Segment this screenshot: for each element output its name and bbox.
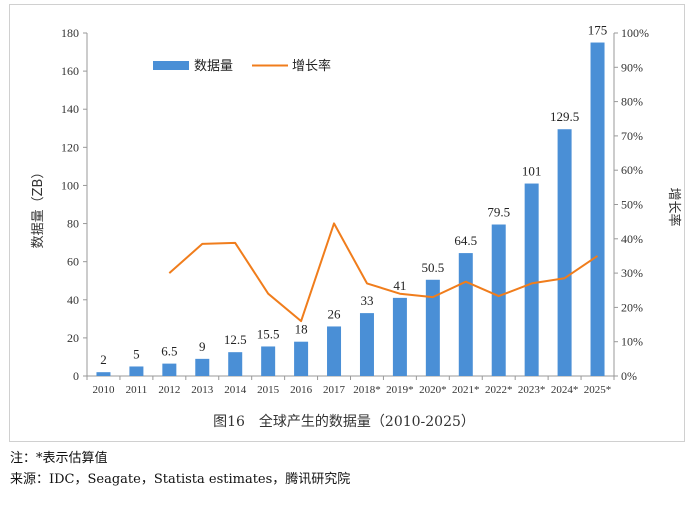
y-tick-label: 80 (67, 217, 79, 231)
bar-data-label: 9 (199, 339, 206, 354)
y-right-tick-label: 0% (621, 369, 637, 383)
source-text: 来源：IDC，Seagate，Statista estimates，腾讯研究院 (10, 472, 351, 487)
legend-bar-label: 数据量 (194, 59, 233, 74)
y-tick-label: 40 (67, 293, 79, 307)
x-tick-label: 2024* (551, 384, 579, 396)
bar (261, 346, 276, 376)
x-tick-label: 2011 (126, 384, 148, 396)
bar (425, 279, 440, 376)
bar-data-label: 18 (295, 322, 308, 337)
growth-line-series (168, 222, 599, 323)
y-axis-label: 数据量（ZB） (31, 166, 46, 249)
growth-line (168, 222, 599, 323)
x-tick-label: 2023* (518, 384, 546, 396)
x-tick-label: 2012 (158, 384, 180, 396)
y-tick-label: 180 (61, 26, 79, 40)
x-tick-label: 2025* (584, 384, 612, 396)
bar-data-label: 15.5 (257, 326, 280, 341)
y-right-tick-label: 70% (621, 129, 643, 143)
bar (458, 253, 473, 376)
bar (590, 42, 605, 377)
bar-data-label: 6.5 (161, 344, 177, 359)
x-tick-label: 2019* (386, 384, 414, 396)
y-tick-label: 60 (67, 255, 79, 269)
y-right-tick-label: 60% (621, 163, 643, 177)
right-axis: 0% 10% 20% 30% 40% 50% 60% 70% 80% 90% 100% (613, 26, 649, 383)
x-tick-label: 2016 (290, 384, 313, 396)
bar-data-label: 2 (100, 352, 107, 367)
bar-data-label: 12.5 (224, 332, 247, 347)
x-tick-label: 2020* (419, 384, 447, 396)
bar (294, 341, 309, 376)
x-tick-label: 2022* (485, 384, 513, 396)
y-right-tick-label: 10% (621, 335, 643, 349)
y-tick-label: 20 (67, 331, 79, 345)
bar (162, 363, 177, 376)
y-right-tick-label: 20% (621, 300, 643, 314)
x-tick-label: 2017 (323, 384, 346, 396)
bar (195, 358, 210, 376)
bar-data-label: 41 (393, 278, 406, 293)
bar (392, 297, 407, 376)
y-right-tick-label: 90% (621, 60, 643, 74)
y-right-tick-label: 50% (621, 198, 643, 212)
y-right-tick-label: 40% (621, 232, 643, 246)
y-tick-label: 100 (61, 178, 79, 192)
bar-data-label: 50.5 (421, 260, 444, 275)
bar-data-labels: 2 5 6.5 9 12.5 15.5 18 26 33 41 50.5 64.5 79.5 101 129… (100, 23, 607, 368)
x-tick-label: 2015 (257, 384, 280, 396)
bar (359, 313, 374, 376)
bar (129, 366, 144, 376)
legend-bar-swatch (153, 61, 189, 70)
bar-data-label: 79.5 (487, 205, 510, 220)
legend: 数据量 增长率 (153, 58, 331, 74)
bar (557, 129, 572, 376)
y-tick-label: 140 (61, 102, 79, 116)
bar-data-label: 33 (360, 293, 373, 308)
bar-data-label: 129.5 (550, 109, 579, 124)
x-axis-ticks: 2010 2011 2012 2013 2014 2015 2016 2017 2018* 201… (86, 376, 615, 396)
y-right-tick-label: 30% (621, 266, 643, 280)
y-right-tick-label: 100% (621, 26, 649, 40)
bar-data-label: 26 (328, 306, 342, 321)
y-tick-label: 0 (73, 369, 79, 383)
bar (491, 224, 506, 376)
x-tick-label: 2013 (191, 384, 214, 396)
bar (228, 352, 243, 376)
bar-data-label: 101 (522, 164, 542, 179)
x-tick-label: 2021* (452, 384, 480, 396)
bar (96, 372, 111, 376)
x-tick-label: 2010 (92, 384, 115, 396)
left-axis: 0 20 40 60 80 100 120 140 160 180 (61, 26, 614, 383)
bar-series (96, 42, 605, 377)
figure-caption: 图16 全球产生的数据量（2010-2025） (213, 413, 475, 430)
bar-data-label: 64.5 (454, 233, 477, 248)
bar (524, 183, 539, 376)
x-tick-label: 2018* (353, 384, 381, 396)
legend-line-label: 增长率 (292, 58, 331, 74)
bar-data-label: 175 (588, 23, 608, 38)
x-tick-label: 2014 (224, 384, 247, 396)
note-text: 注：*表示估算值 (10, 451, 108, 466)
y-axis-right-label: 增长率 (666, 187, 682, 226)
y-tick-label: 160 (61, 64, 79, 78)
bar (327, 326, 342, 376)
chart-frame (9, 4, 685, 442)
bar-data-label: 5 (133, 346, 140, 361)
chart: 0 20 40 60 80 100 120 140 160 180 0% 10% 20% 30% 40% 5… (31, 23, 682, 430)
y-right-tick-label: 80% (621, 95, 643, 109)
y-tick-label: 120 (61, 140, 79, 154)
